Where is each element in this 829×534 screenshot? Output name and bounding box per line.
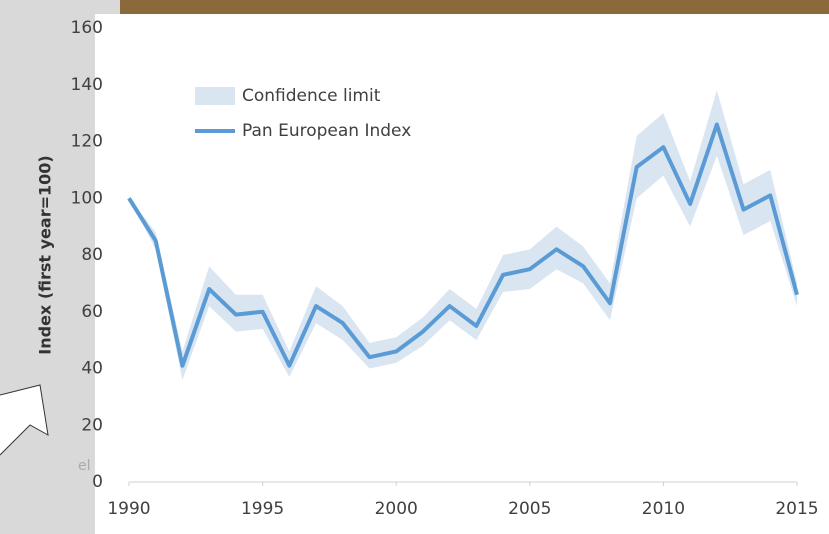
sidebar-text: el [78,458,91,474]
index-line [127,122,799,368]
x-tick-label: 2005 [508,499,551,519]
y-tick-label: 0 [92,472,103,492]
x-tick-label: 1990 [107,499,150,519]
callout-shape [0,384,49,456]
legend-swatch [195,87,235,105]
x-tick-label: 2000 [375,499,418,519]
y-tick-label: 20 [81,415,103,435]
y-tick-label: 60 [81,302,103,322]
x-tick-label: 2010 [642,499,685,519]
y-tick-label: 100 [71,188,103,208]
legend-label: Pan European Index [242,121,411,141]
y-tick-label: 160 [71,18,103,38]
y-tick-label: 40 [81,359,103,379]
x-tick-label: 2015 [775,499,818,519]
y-tick-label: 120 [71,132,103,152]
y-axis-label: Index (first year=100) [36,155,55,354]
y-tick-label: 140 [71,75,103,95]
y-tick-label: 80 [81,245,103,265]
x-tick-label: 1995 [241,499,284,519]
legend-label: Confidence limit [242,86,381,106]
top-image-strip [120,0,829,16]
confidence-band [129,90,797,380]
